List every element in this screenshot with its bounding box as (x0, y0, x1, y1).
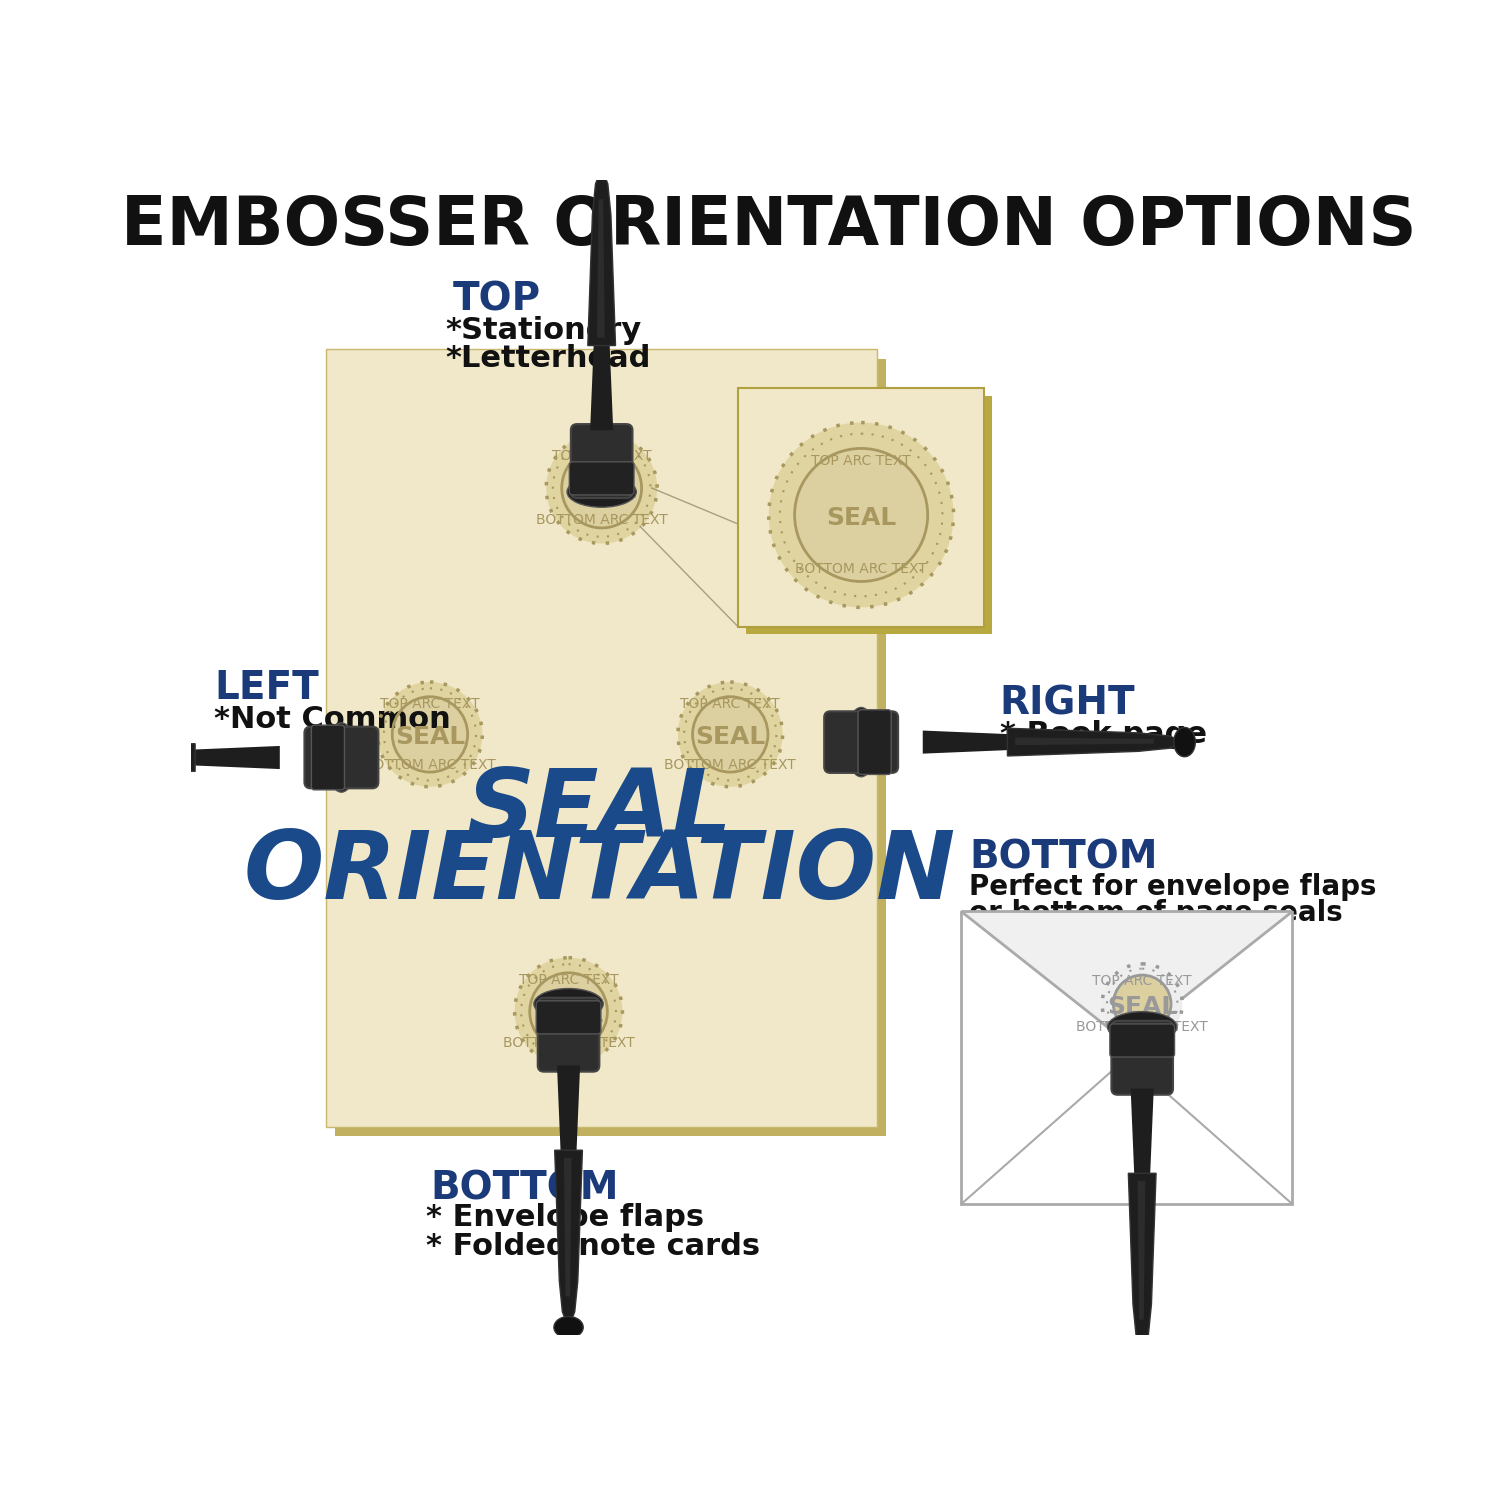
Circle shape (795, 448, 927, 582)
Text: * Envelope flaps: * Envelope flaps (426, 1203, 704, 1233)
Ellipse shape (534, 988, 603, 1020)
FancyBboxPatch shape (824, 711, 898, 772)
Text: EMBOSSER ORIENTATION OPTIONS: EMBOSSER ORIENTATION OPTIONS (122, 194, 1416, 260)
Polygon shape (588, 168, 615, 345)
Polygon shape (922, 730, 1016, 753)
Polygon shape (564, 1158, 572, 1296)
Circle shape (546, 432, 657, 543)
Polygon shape (18, 744, 195, 771)
Polygon shape (738, 388, 984, 627)
Ellipse shape (586, 158, 616, 178)
Text: Perfect for envelope flaps: Perfect for envelope flaps (969, 873, 1377, 901)
Circle shape (393, 696, 468, 772)
Polygon shape (50, 753, 188, 760)
Polygon shape (555, 1150, 582, 1328)
Text: TOP ARC TEXT: TOP ARC TEXT (1092, 974, 1192, 987)
FancyBboxPatch shape (572, 424, 633, 498)
Polygon shape (1008, 728, 1185, 756)
Polygon shape (962, 912, 1293, 1204)
Text: BOTTOM ARC TEXT: BOTTOM ARC TEXT (364, 758, 496, 772)
Circle shape (768, 423, 954, 608)
Text: *Not Common: *Not Common (214, 705, 452, 734)
Polygon shape (334, 358, 886, 1137)
Polygon shape (1131, 1089, 1154, 1180)
Text: SEAL: SEAL (466, 765, 732, 858)
Polygon shape (556, 1065, 580, 1158)
Text: BOTTOM ARC TEXT: BOTTOM ARC TEXT (795, 561, 927, 576)
Text: BOTTOM ARC TEXT: BOTTOM ARC TEXT (536, 513, 668, 526)
Polygon shape (597, 200, 604, 338)
Circle shape (378, 682, 483, 788)
Polygon shape (1128, 1173, 1156, 1350)
FancyBboxPatch shape (537, 998, 600, 1071)
Text: SEAL: SEAL (827, 506, 897, 530)
Text: BOTTOM: BOTTOM (969, 839, 1158, 876)
Text: *Stationery: *Stationery (446, 315, 642, 345)
FancyBboxPatch shape (312, 724, 345, 790)
Text: BOTTOM ARC TEXT: BOTTOM ARC TEXT (1077, 1020, 1208, 1034)
Ellipse shape (8, 742, 28, 772)
Text: SEAL: SEAL (694, 726, 765, 750)
Ellipse shape (567, 477, 636, 507)
Circle shape (1102, 964, 1182, 1044)
FancyBboxPatch shape (1112, 1022, 1173, 1095)
Circle shape (530, 974, 608, 1050)
Circle shape (561, 448, 642, 528)
Text: TOP ARC TEXT: TOP ARC TEXT (380, 698, 480, 711)
FancyBboxPatch shape (536, 1000, 602, 1033)
Text: ORIENTATION: ORIENTATION (243, 827, 956, 920)
Text: BOTTOM ARC TEXT: BOTTOM ARC TEXT (503, 1036, 634, 1050)
Polygon shape (188, 746, 280, 770)
Polygon shape (326, 350, 876, 1126)
Text: TOP: TOP (453, 280, 542, 318)
Text: BOTTOM ARC TEXT: BOTTOM ARC TEXT (664, 758, 796, 772)
Text: SEAL: SEAL (534, 1002, 603, 1026)
Polygon shape (590, 338, 613, 430)
FancyBboxPatch shape (858, 710, 891, 774)
Text: BOTTOM: BOTTOM (430, 1170, 618, 1208)
FancyBboxPatch shape (570, 462, 634, 495)
Polygon shape (1137, 1180, 1146, 1320)
Circle shape (678, 682, 783, 788)
Text: TOP ARC TEXT: TOP ARC TEXT (812, 454, 910, 468)
Circle shape (514, 957, 622, 1065)
Text: SEAL: SEAL (1107, 994, 1178, 1018)
Ellipse shape (1128, 1340, 1156, 1360)
FancyBboxPatch shape (1110, 1024, 1174, 1057)
Text: SEAL: SEAL (567, 478, 638, 502)
Text: * Folded note cards: * Folded note cards (426, 1232, 760, 1262)
FancyBboxPatch shape (304, 726, 378, 789)
Text: TOP ARC TEXT: TOP ARC TEXT (552, 448, 651, 464)
Text: * Book page: * Book page (999, 720, 1206, 748)
Polygon shape (746, 396, 992, 634)
Ellipse shape (326, 723, 357, 792)
Text: or bottom of page seals: or bottom of page seals (969, 898, 1342, 927)
Text: RIGHT: RIGHT (999, 684, 1136, 723)
Text: LEFT: LEFT (214, 669, 320, 706)
Text: SEAL: SEAL (394, 726, 465, 750)
Circle shape (1113, 975, 1172, 1032)
Text: TOP ARC TEXT: TOP ARC TEXT (519, 974, 618, 987)
Polygon shape (1016, 738, 1154, 746)
Polygon shape (962, 912, 1293, 1042)
Circle shape (693, 696, 768, 772)
Text: *Letterhead: *Letterhead (446, 344, 651, 374)
Ellipse shape (554, 1317, 584, 1338)
Ellipse shape (1174, 728, 1196, 756)
Ellipse shape (846, 708, 876, 777)
Text: TOP ARC TEXT: TOP ARC TEXT (681, 698, 780, 711)
Ellipse shape (1107, 1011, 1178, 1042)
